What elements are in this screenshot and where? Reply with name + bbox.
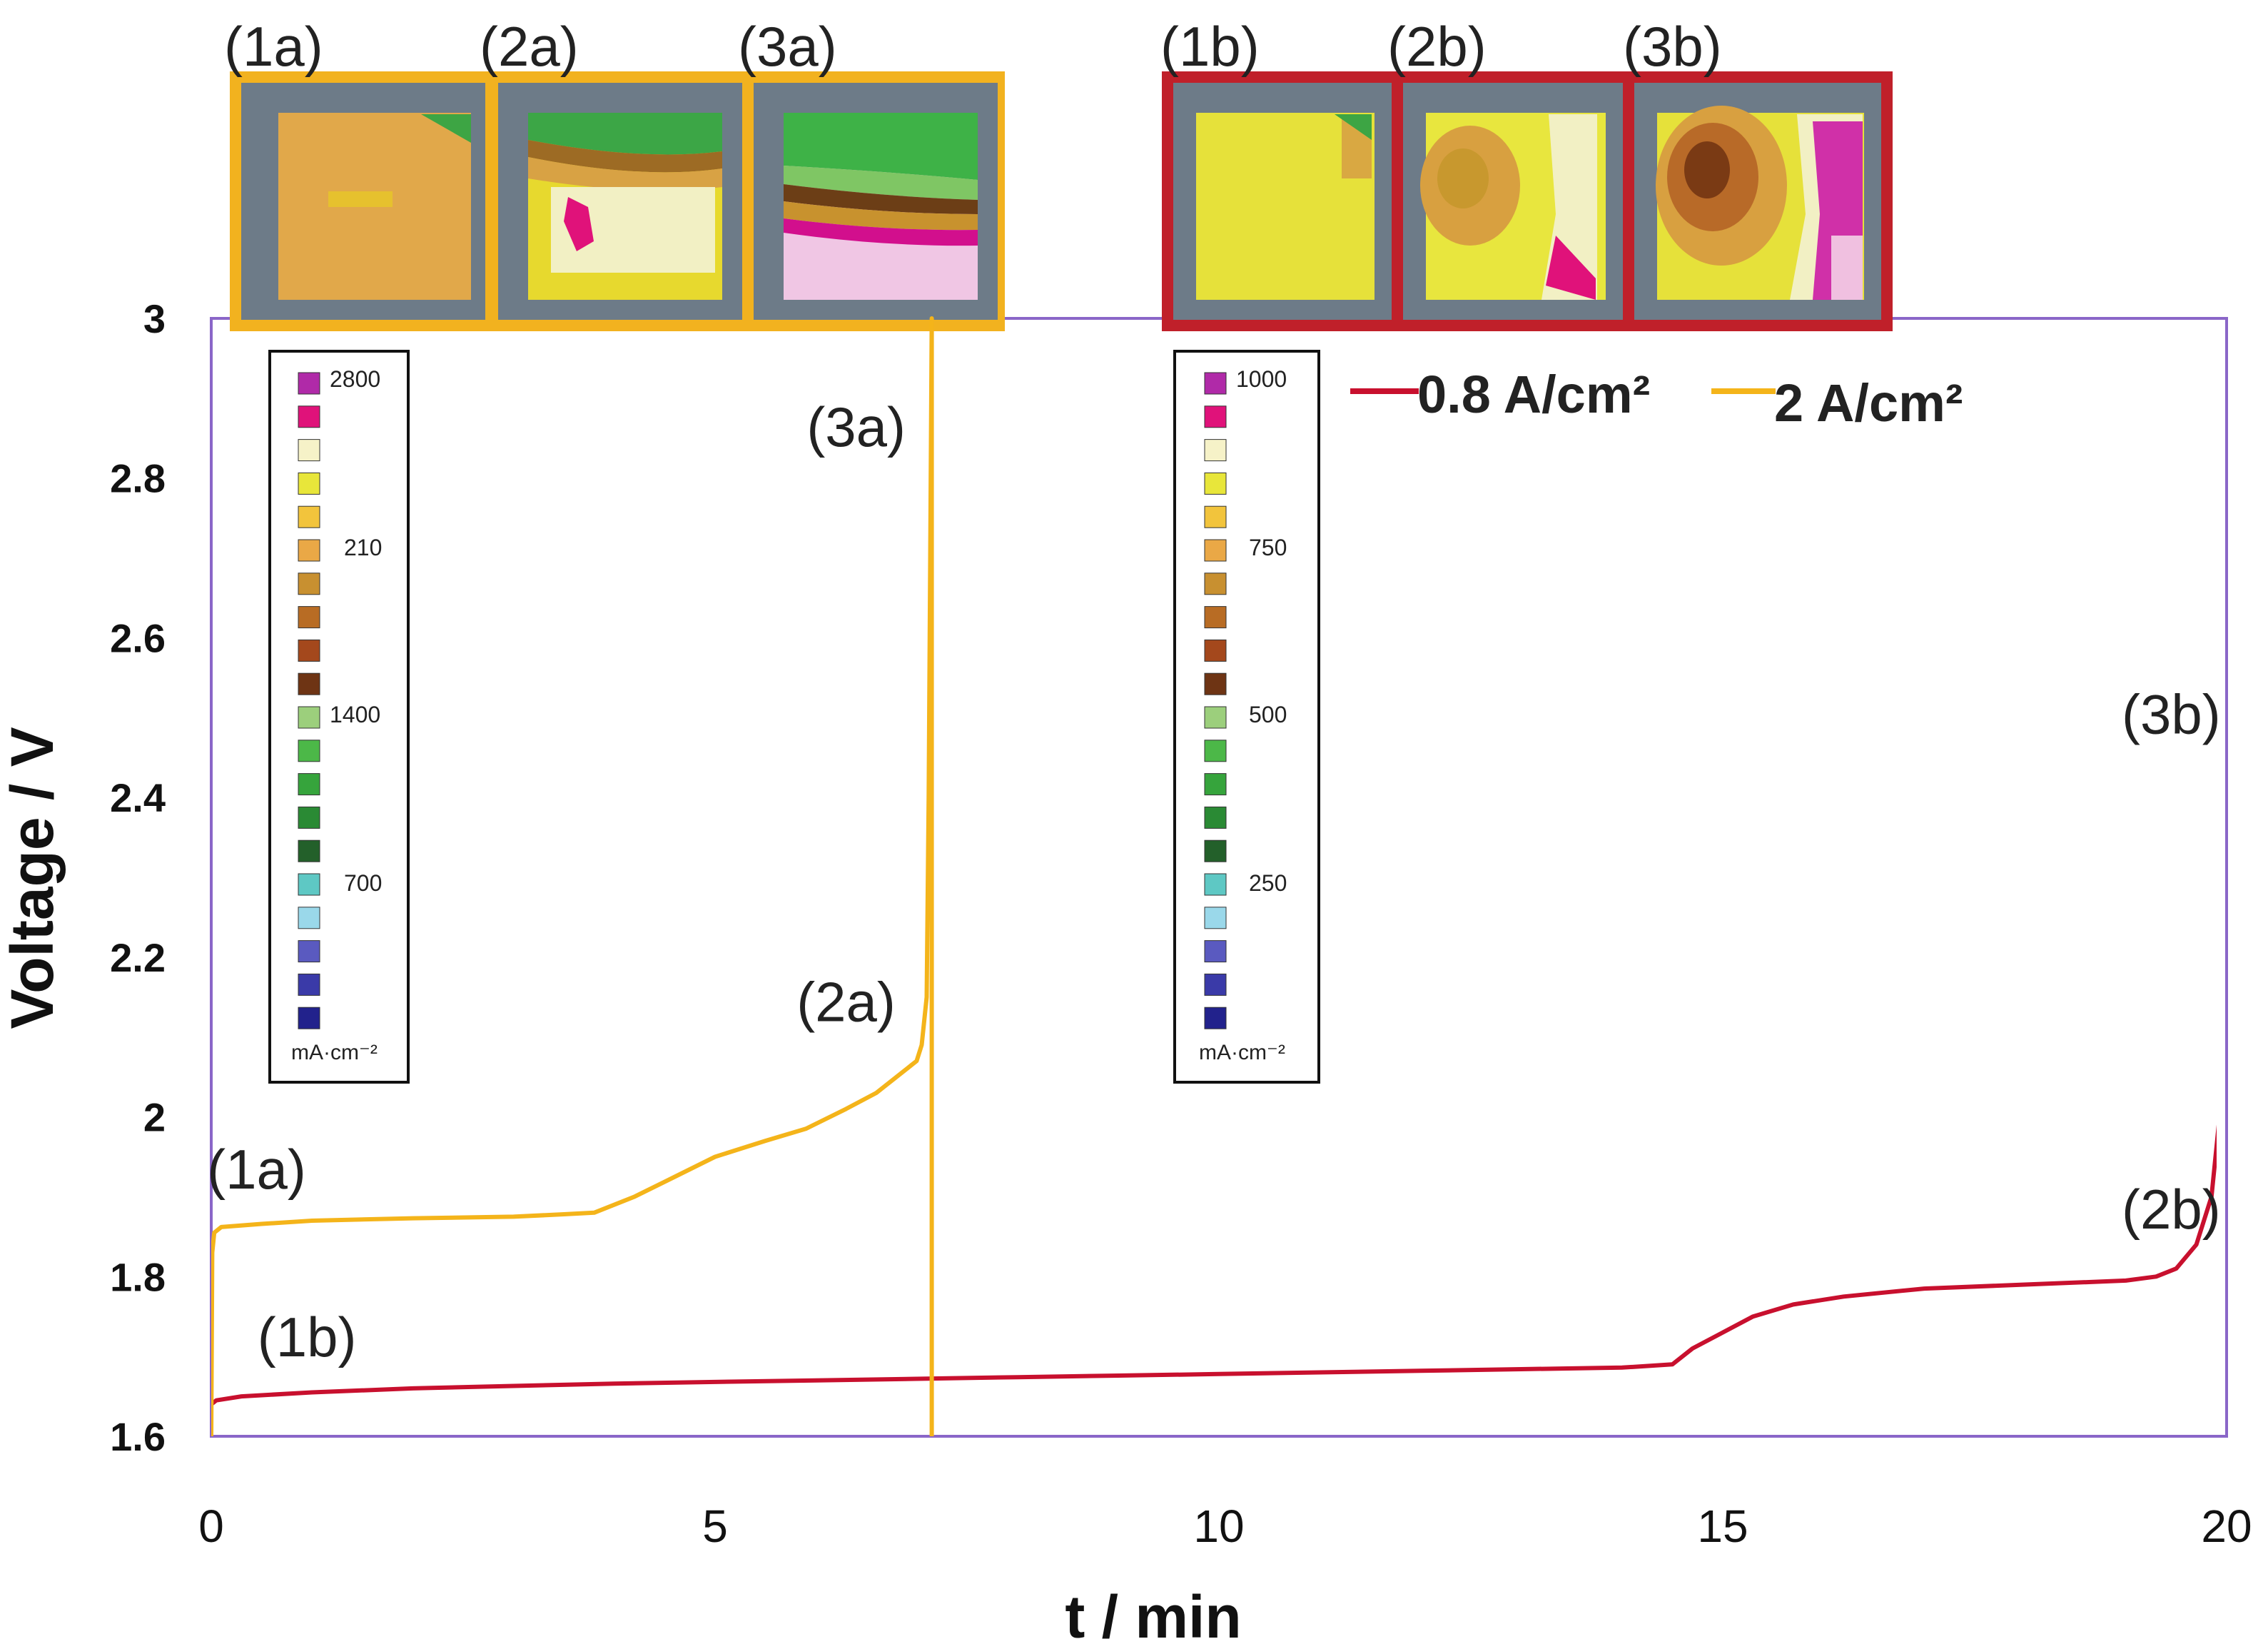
scale-swatch [1204,873,1227,896]
x-tick-label: 10 [1193,1501,1244,1552]
scale-swatch [298,405,320,428]
scale-swatch [298,372,320,395]
scale-2A-label-700: 700 [344,870,382,896]
y-tick-label: 2 [143,1095,166,1140]
scale-swatch [1204,573,1227,595]
scale-swatch [1204,672,1227,695]
scale-swatch [1204,740,1227,762]
x-axis-label: t / min [1065,1583,1241,1649]
scale-swatch [1204,539,1227,562]
scale-2A-label-1400: 1400 [330,702,380,727]
scale-swatch [298,973,320,996]
heatmap-group-08A [1162,71,1893,331]
scale-swatch [298,806,320,829]
legend-label-2A: 2 A/cm² [1774,373,1963,433]
legend-label-0p8A: 0.8 A/cm² [1417,365,1650,424]
heatmap-3a [754,83,998,320]
heatmap-label-1b: (1b) [1160,15,1260,78]
series-line-2A [211,316,934,1436]
scale-swatch [298,1007,320,1029]
scale-swatch [1204,372,1227,395]
curve-annotation: (1b) [258,1306,357,1368]
curve-annotation: (3b) [2122,683,2221,746]
scale-swatch [298,740,320,762]
heatmap-2b [1403,83,1623,320]
y-tick-label: 2.6 [110,615,166,660]
scale-swatch [1204,706,1227,729]
scale-swatch [298,672,320,695]
scale-2A-label-210: 210 [344,535,382,560]
scale-swatch [1204,405,1227,428]
heatmap-2a [498,83,742,320]
scale-swatch [298,839,320,862]
scale-swatch [298,439,320,462]
scale-swatch [1204,973,1227,996]
curve-annotation: (2b) [2122,1178,2221,1241]
x-tick-label: 20 [2201,1501,2252,1552]
scale-08A-label-250: 250 [1249,870,1287,896]
scale-2A-label-2800: 2800 [330,366,380,392]
scale-swatch [298,505,320,528]
y-tick-label: 3 [143,296,166,341]
scale-2A-unit: mA·cm⁻² [291,1041,378,1064]
heatmap-1b [1173,83,1392,320]
y-tick-label: 2.8 [110,456,166,501]
heatmap-3b [1634,83,1881,320]
scale-swatch [298,606,320,629]
scale-swatch [1204,505,1227,528]
x-tick-label: 0 [198,1501,224,1552]
scale-swatch [1204,439,1227,462]
color-scale-2A: 2800 210 1400 700 mA·cm⁻² [268,350,410,1084]
scale-swatch [298,539,320,562]
heatmap-label-1a: (1a) [224,15,323,78]
y-tick-label: 2.2 [110,935,166,980]
scale-swatch [298,706,320,729]
scale-08A-label-1000: 1000 [1236,366,1287,392]
color-scale-08A: 1000 750 500 250 mA·cm⁻² [1173,350,1320,1084]
x-axis-ticks: 0 5 10 15 20 [198,1501,2252,1552]
scale-swatch [1204,806,1227,829]
scale-swatch [1204,1007,1227,1029]
series-line-0p8A [211,1124,2217,1406]
scale-08A-unit: mA·cm⁻² [1199,1041,1285,1064]
scale-swatch [1204,606,1227,629]
y-tick-label: 2.4 [110,775,166,820]
curve-annotation: (2a) [796,970,896,1033]
scale-swatch [1204,472,1227,495]
y-axis-ticks: 1.6 1.8 2 2.2 2.4 2.6 2.8 3 [110,296,166,1459]
scale-swatch [298,639,320,662]
scale-swatch [298,773,320,796]
scale-08A-label-750: 750 [1249,535,1287,560]
heatmap-label-2b: (2b) [1387,15,1487,78]
scale-swatch [298,873,320,896]
scale-swatch [1204,839,1227,862]
scale-08A-label-500: 500 [1249,702,1287,727]
heatmap-label-2a: (2a) [480,15,579,78]
y-tick-label: 1.8 [110,1254,166,1299]
y-tick-label: 1.6 [110,1414,166,1459]
scale-swatch [298,907,320,929]
scale-swatch [1204,773,1227,796]
scale-swatch [1204,940,1227,963]
scale-swatch [298,573,320,595]
heatmap-group-2A [230,71,1005,331]
y-axis-label: Voltage / V [0,727,66,1029]
scale-swatch [298,472,320,495]
heatmap-label-3b: (3b) [1623,15,1722,78]
curve-annotation: (3a) [806,395,906,458]
scale-swatch [1204,907,1227,929]
x-tick-label: 15 [1697,1501,1748,1552]
x-tick-label: 5 [702,1501,728,1552]
scale-swatch [1204,639,1227,662]
legend: 0.8 A/cm² 2 A/cm² [1350,365,1963,433]
curve-annotations: (1a) (2a) (3a) (1b) (2b) (3b) [207,395,2221,1368]
heatmap-1a [241,83,485,320]
heatmap-label-3a: (3a) [738,15,837,78]
scale-swatch [298,940,320,963]
curve-annotation: (1a) [207,1138,306,1201]
